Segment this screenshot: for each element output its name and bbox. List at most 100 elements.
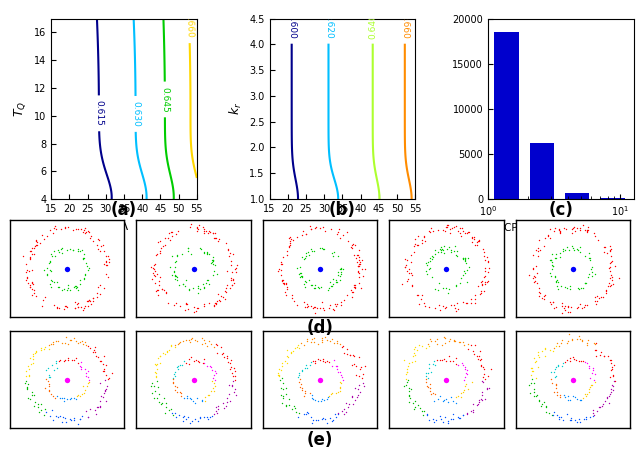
Point — [275, 376, 285, 384]
Point — [78, 254, 88, 262]
Point — [347, 293, 357, 300]
Point — [341, 345, 351, 352]
Point — [100, 385, 111, 393]
Point — [227, 250, 237, 258]
Point — [317, 414, 328, 422]
Point — [417, 407, 428, 415]
Point — [206, 259, 216, 266]
Point — [20, 276, 31, 283]
Point — [335, 265, 346, 273]
Point — [57, 245, 67, 252]
Point — [580, 301, 591, 309]
Point — [151, 287, 161, 294]
Point — [98, 367, 108, 375]
Point — [349, 282, 360, 289]
Point — [338, 265, 348, 273]
Point — [460, 254, 470, 262]
Point — [316, 244, 326, 251]
Point — [448, 415, 458, 423]
Point — [458, 338, 468, 346]
Point — [49, 225, 59, 232]
Point — [168, 375, 179, 382]
Point — [555, 227, 565, 235]
Point — [208, 374, 218, 381]
Point — [556, 282, 566, 289]
Point — [355, 389, 365, 396]
Point — [479, 273, 489, 280]
Point — [100, 361, 111, 369]
Point — [170, 275, 180, 282]
Point — [565, 396, 575, 404]
Point — [81, 369, 91, 376]
Point — [62, 265, 72, 272]
Point — [175, 392, 186, 400]
Point — [307, 395, 317, 402]
Point — [214, 297, 225, 305]
Point — [548, 298, 559, 306]
Point — [572, 395, 582, 402]
Point — [152, 250, 162, 257]
Point — [461, 259, 471, 267]
Point — [419, 407, 429, 414]
Point — [568, 244, 578, 252]
Point — [225, 257, 236, 264]
Point — [460, 229, 470, 236]
Point — [36, 302, 47, 310]
Point — [285, 235, 296, 243]
Point — [82, 382, 92, 390]
Point — [223, 247, 233, 254]
Point — [146, 263, 156, 270]
Point — [360, 362, 370, 369]
Point — [533, 363, 543, 370]
Point — [300, 387, 310, 394]
Point — [192, 305, 202, 312]
Point — [200, 339, 211, 347]
Point — [230, 391, 241, 398]
Point — [29, 402, 39, 410]
Point — [432, 340, 442, 347]
Point — [601, 287, 611, 294]
Point — [575, 225, 585, 232]
Point — [342, 350, 352, 358]
Point — [605, 246, 615, 254]
Point — [452, 247, 463, 254]
Point — [559, 225, 569, 232]
Point — [540, 234, 550, 242]
Point — [303, 248, 313, 256]
Point — [40, 343, 51, 350]
Point — [180, 336, 191, 343]
Point — [209, 379, 220, 387]
Point — [457, 360, 467, 367]
Point — [588, 412, 598, 419]
Point — [397, 280, 407, 288]
Point — [580, 252, 590, 260]
Point — [550, 343, 561, 350]
Point — [403, 362, 413, 369]
Point — [606, 281, 616, 288]
Point — [199, 283, 209, 291]
Point — [27, 285, 37, 293]
Point — [52, 364, 63, 372]
Point — [529, 388, 539, 395]
Point — [22, 267, 32, 274]
Point — [222, 354, 232, 361]
Point — [303, 409, 313, 417]
Point — [219, 353, 229, 361]
Point — [317, 335, 327, 342]
Point — [152, 270, 162, 278]
Point — [527, 375, 538, 382]
Point — [568, 354, 579, 361]
Point — [307, 281, 317, 288]
Point — [424, 303, 435, 310]
Point — [74, 300, 84, 307]
Point — [477, 278, 488, 285]
Point — [438, 333, 449, 341]
Point — [305, 361, 315, 369]
Point — [538, 399, 548, 406]
Point — [219, 404, 229, 412]
Point — [28, 350, 38, 357]
Point — [224, 382, 234, 389]
Point — [458, 361, 468, 369]
Point — [179, 394, 189, 402]
Point — [330, 413, 340, 420]
